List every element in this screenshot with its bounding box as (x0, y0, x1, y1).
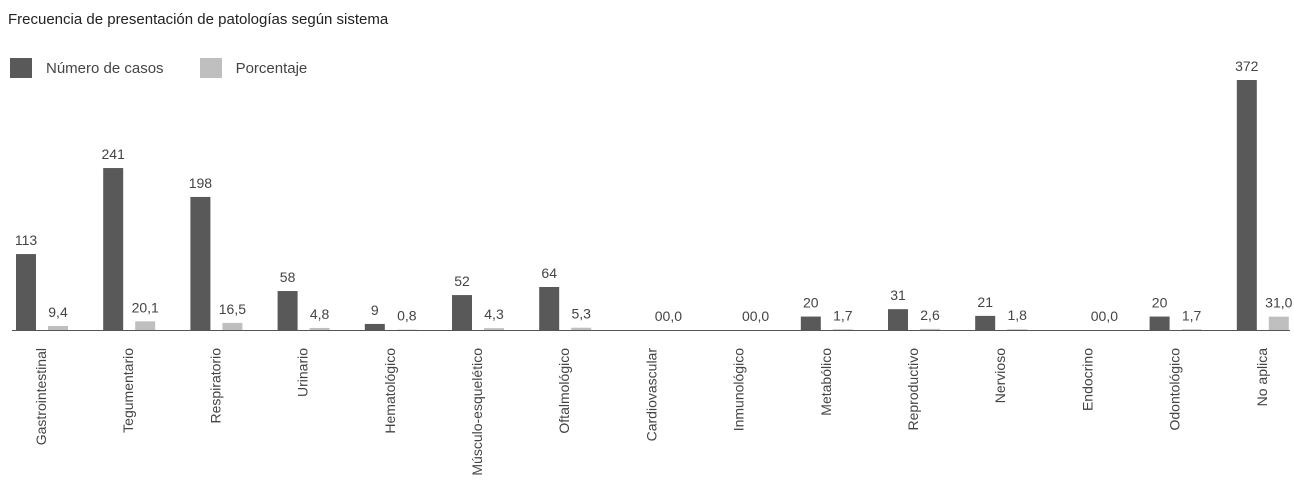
data-label-casos-14: 372 (1235, 58, 1259, 74)
bar-casos-0 (16, 254, 36, 330)
data-label-porcentaje-5: 4,3 (484, 306, 504, 322)
legend-swatch-porcentaje (199, 58, 222, 78)
bar-porcentaje-11 (1007, 329, 1028, 330)
legend-label-casos: Número de casos (46, 59, 164, 77)
category-label-7: Cardiovascular (643, 348, 659, 442)
bar-casos-14 (1236, 80, 1257, 331)
category-label-2: Respiratorio (207, 348, 223, 424)
category-label-13: Odontológico (1167, 348, 1183, 431)
bar-casos-9 (800, 316, 821, 330)
data-label-casos-4: 9 (371, 302, 379, 318)
chart-title: Frecuencia de presentación de patologías… (8, 11, 389, 28)
bar-porcentaje-9 (832, 329, 853, 330)
category-label-10: Reproductivo (905, 348, 921, 431)
bar-casos-1 (103, 168, 124, 330)
data-label-porcentaje-6: 5,3 (571, 306, 591, 322)
bar-casos-3 (277, 291, 298, 330)
data-label-porcentaje-10: 2,6 (920, 307, 940, 323)
legend-label-porcentaje: Porcentaje (235, 59, 308, 77)
category-label-4: Hematológico (382, 348, 398, 434)
category-label-12: Endocrino (1079, 348, 1095, 411)
bar-porcentaje-13 (1181, 329, 1202, 330)
bar-porcentaje-0 (48, 325, 68, 330)
data-label-casos-2: 198 (189, 175, 213, 191)
category-label-8: Inmunológico (731, 348, 747, 431)
data-label-porcentaje-7: 00,0 (655, 308, 682, 324)
data-label-casos-10: 31 (890, 287, 906, 303)
data-label-porcentaje-11: 1,8 (1007, 307, 1027, 323)
data-label-porcentaje-4: 0,8 (397, 308, 417, 324)
data-label-casos-13: 20 (1152, 295, 1168, 311)
bar-porcentaje-6 (571, 327, 592, 330)
category-label-5: Músculo-esquelético (469, 348, 485, 476)
category-label-9: Metabólico (818, 348, 834, 416)
category-label-3: Urinario (295, 348, 311, 397)
category-label-6: Oftalmológico (556, 348, 572, 434)
category-label-14: No aplica (1254, 348, 1270, 407)
bar-porcentaje-2 (222, 322, 243, 330)
data-label-casos-6: 64 (541, 265, 557, 281)
data-label-porcentaje-8: 00,0 (742, 308, 769, 324)
bar-porcentaje-1 (135, 321, 156, 330)
bar-casos-2 (190, 196, 211, 330)
bar-casos-4 (364, 323, 385, 330)
data-label-casos-0: 113 (15, 232, 38, 248)
bar-casos-11 (975, 315, 996, 330)
bar-casos-13 (1149, 316, 1170, 330)
data-label-porcentaje-3: 4,8 (310, 306, 330, 322)
bar-porcentaje-10 (920, 328, 940, 330)
bar-casos-6 (539, 286, 560, 330)
data-label-casos-9: 20 (803, 295, 819, 311)
legend-swatch-casos (10, 58, 32, 78)
legend-item-porcentaje: Porcentaje (199, 58, 308, 78)
data-label-porcentaje-2: 16,5 (219, 301, 246, 317)
data-label-porcentaje-13: 1,7 (1182, 307, 1202, 323)
data-label-porcentaje-9: 1,7 (833, 307, 853, 323)
bar-casos-10 (888, 309, 908, 330)
bar-casos-5 (452, 295, 472, 330)
data-label-casos-5: 52 (454, 273, 470, 289)
legend-item-casos: Número de casos (10, 58, 164, 78)
category-label-11: Nervioso (992, 348, 1008, 403)
legend: Número de casos Porcentaje (10, 58, 343, 78)
data-label-porcentaje-0: 9,4 (48, 304, 68, 320)
data-label-porcentaje-12: 00,0 (1091, 308, 1118, 324)
bar-porcentaje-3 (309, 327, 330, 330)
data-label-casos-1: 241 (102, 146, 126, 162)
data-label-porcentaje-1: 20,1 (132, 299, 159, 315)
data-label-porcentaje-14: 31,0 (1265, 295, 1292, 311)
category-label-0: Gastrointestinal (33, 348, 49, 445)
bar-porcentaje-5 (484, 328, 504, 330)
data-label-casos-11: 21 (977, 294, 993, 310)
data-label-casos-3: 58 (280, 269, 296, 285)
bar-porcentaje-14 (1268, 316, 1289, 330)
category-label-1: Tegumentario (120, 348, 136, 433)
